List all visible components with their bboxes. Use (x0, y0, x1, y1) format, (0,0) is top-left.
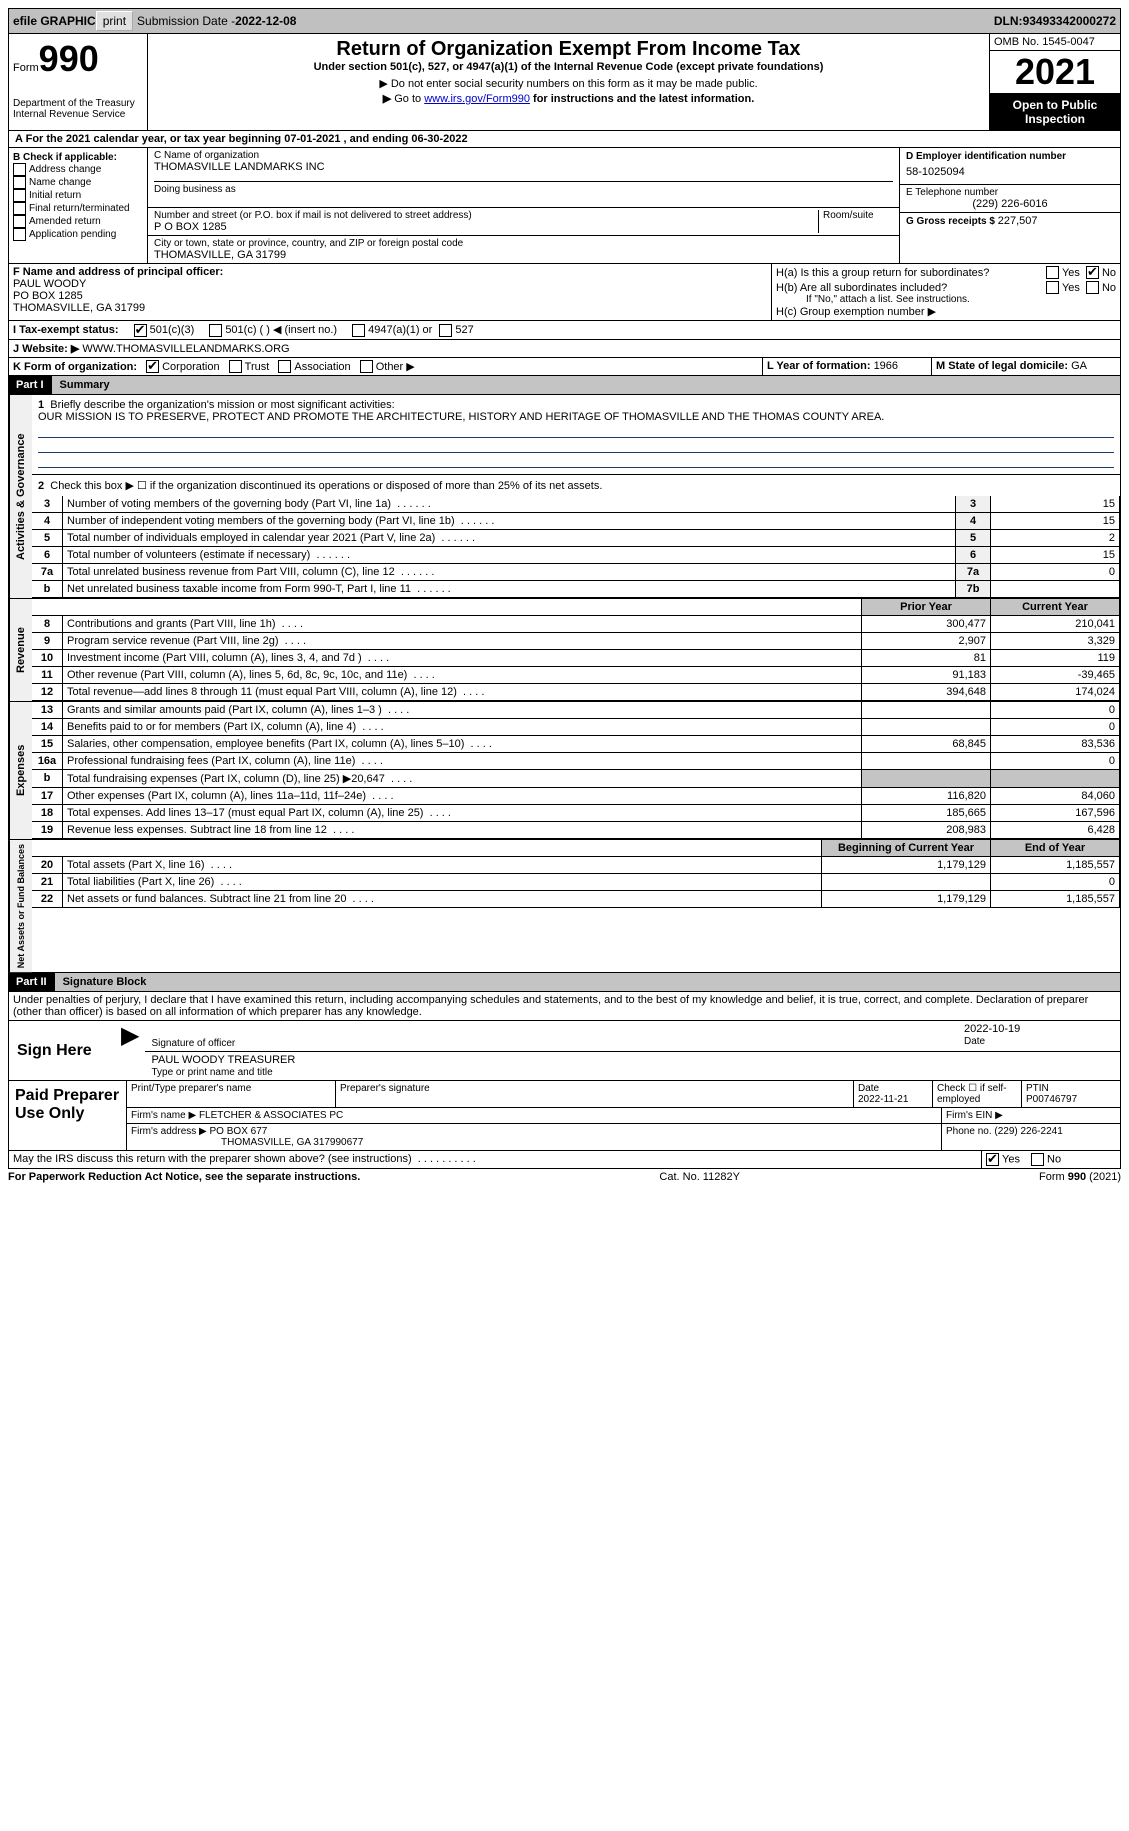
info-grid: B Check if applicable: Address changeNam… (8, 148, 1121, 264)
colb-option: Initial return (13, 189, 143, 202)
org-name: THOMASVILLE LANDMARKS INC (154, 161, 893, 173)
summary-row: 10Investment income (Part VIII, column (… (32, 650, 1120, 667)
irs-discuss-row: May the IRS discuss this return with the… (8, 1151, 1121, 1169)
summary-row: 14Benefits paid to or for members (Part … (32, 719, 1120, 736)
summary-row: 19Revenue less expenses. Subtract line 1… (32, 822, 1120, 839)
form-subtitle: Under section 501(c), 527, or 4947(a)(1)… (156, 61, 981, 73)
vlabel-governance: Activities & Governance (9, 395, 32, 598)
summary-row: 17Other expenses (Part IX, column (A), l… (32, 788, 1120, 805)
domicile-state: GA (1071, 360, 1087, 372)
efile-label: efile GRAPHIC (13, 14, 96, 28)
summary-row: 6Total number of volunteers (estimate if… (32, 547, 1120, 564)
summary-row: 22Net assets or fund balances. Subtract … (32, 891, 1120, 908)
gross-receipts: 227,507 (998, 215, 1038, 227)
mission-text: OUR MISSION IS TO PRESERVE, PROTECT AND … (38, 411, 884, 423)
i-4947[interactable] (352, 324, 365, 337)
dln-value: 93493342000272 (1023, 14, 1116, 28)
website: WWW.THOMASVILLELANDMARKS.ORG (82, 343, 289, 355)
colb-option: Address change (13, 163, 143, 176)
arrow-icon: ▶ (115, 1021, 145, 1080)
summary-row: 16aProfessional fundraising fees (Part I… (32, 753, 1120, 770)
omb-number: OMB No. 1545-0047 (990, 34, 1120, 51)
vlabel-revenue: Revenue (9, 599, 32, 701)
form-title: Return of Organization Exempt From Incom… (156, 38, 981, 61)
irs-link[interactable]: www.irs.gov/Form990 (424, 93, 530, 105)
note-link-row: ▶ Go to www.irs.gov/Form990 for instruct… (156, 92, 981, 105)
hb-yes[interactable] (1046, 281, 1059, 294)
summary-row: 18Total expenses. Add lines 13–17 (must … (32, 805, 1120, 822)
officer-name: PAUL WOODY (13, 278, 86, 290)
summary-row: 20Total assets (Part X, line 16) . . . .… (32, 857, 1120, 874)
colb-option: Amended return (13, 215, 143, 228)
telephone: (229) 226-6016 (906, 198, 1114, 210)
vlabel-expenses: Expenses (9, 702, 32, 839)
summary-row: 21Total liabilities (Part X, line 26) . … (32, 874, 1120, 891)
print-button[interactable]: print (96, 11, 133, 31)
part-i-label: Part I (8, 376, 52, 395)
org-city: THOMASVILLE, GA 31799 (154, 249, 893, 261)
summary-row: 5Total number of individuals employed in… (32, 530, 1120, 547)
tax-year: 2021 (990, 51, 1120, 94)
declaration: Under penalties of perjury, I declare th… (8, 992, 1121, 1021)
section-a: A For the 2021 calendar year, or tax yea… (8, 131, 1121, 148)
form-header: Form990 Department of the Treasury Inter… (8, 34, 1121, 131)
k-assoc[interactable] (278, 360, 291, 373)
org-address: P O BOX 1285 (154, 221, 814, 233)
form-word: Form (13, 62, 39, 74)
submission-label: Submission Date - (137, 14, 235, 28)
footer: For Paperwork Reduction Act Notice, see … (8, 1169, 1121, 1185)
summary-row: 7aTotal unrelated business revenue from … (32, 564, 1120, 581)
k-other[interactable] (360, 360, 373, 373)
vlabel-netassets: Net Assets or Fund Balances (9, 840, 32, 972)
k-corp[interactable] (146, 360, 159, 373)
summary-row: bNet unrelated business taxable income f… (32, 581, 1120, 598)
col-d: D Employer identification number 58-1025… (900, 148, 1120, 263)
dln-label: DLN: (994, 14, 1023, 28)
row-klm: K Form of organization: Corporation Trus… (8, 358, 1121, 377)
summary-row: 8Contributions and grants (Part VIII, li… (32, 616, 1120, 633)
discuss-no[interactable] (1031, 1153, 1044, 1166)
colb-option: Final return/terminated (13, 202, 143, 215)
top-bar: efile GRAPHIC print Submission Date - 20… (8, 8, 1121, 34)
submission-date: 2022-12-08 (235, 14, 296, 28)
colb-option: Application pending (13, 228, 143, 241)
summary-row: 13Grants and similar amounts paid (Part … (32, 702, 1120, 719)
part-i-title: Summary (52, 376, 1121, 395)
summary-row: 12Total revenue—add lines 8 through 11 (… (32, 684, 1120, 701)
summary-row: 4Number of independent voting members of… (32, 513, 1120, 530)
year-formed: 1966 (874, 360, 898, 372)
hb-no[interactable] (1086, 281, 1099, 294)
i-527[interactable] (439, 324, 452, 337)
summary-row: bTotal fundraising expenses (Part IX, co… (32, 770, 1120, 788)
paid-preparer-block: Paid Preparer Use Only Print/Type prepar… (8, 1081, 1121, 1151)
col-c: C Name of organization THOMASVILLE LANDM… (148, 148, 900, 263)
row-j: J Website: ▶ WWW.THOMASVILLELANDMARKS.OR… (8, 340, 1121, 358)
summary-row: 11Other revenue (Part VIII, column (A), … (32, 667, 1120, 684)
ptin: P00746797 (1026, 1094, 1077, 1105)
part-ii-label: Part II (8, 973, 55, 992)
note-ssn: Do not enter social security numbers on … (156, 77, 981, 90)
k-trust[interactable] (229, 360, 242, 373)
ha-yes[interactable] (1046, 266, 1059, 279)
firm-phone: (229) 226-2241 (994, 1126, 1062, 1137)
row-i: I Tax-exempt status: 501(c)(3) 501(c) ( … (8, 321, 1121, 340)
ein: 58-1025094 (906, 162, 1114, 182)
summary-row: 15Salaries, other compensation, employee… (32, 736, 1120, 753)
firm-name: FLETCHER & ASSOCIATES PC (199, 1110, 343, 1121)
i-501c3[interactable] (134, 324, 147, 337)
summary-row: 9Program service revenue (Part VIII, lin… (32, 633, 1120, 650)
i-501c[interactable] (209, 324, 222, 337)
ha-no[interactable] (1086, 266, 1099, 279)
row-fh: F Name and address of principal officer:… (8, 264, 1121, 321)
col-b: B Check if applicable: Address changeNam… (9, 148, 148, 263)
open-inspection: Open to Public Inspection (990, 94, 1120, 130)
form-number: 990 (39, 38, 99, 79)
summary-row: 3Number of voting members of the governi… (32, 496, 1120, 513)
sign-here-block: Sign Here ▶ Signature of officer 2022-10… (8, 1021, 1121, 1081)
part-ii-title: Signature Block (55, 973, 1121, 992)
discuss-yes[interactable] (986, 1153, 999, 1166)
officer-name-title: PAUL WOODY TREASURER (151, 1054, 1114, 1066)
dept-label: Department of the Treasury Internal Reve… (13, 98, 143, 120)
colb-option: Name change (13, 176, 143, 189)
